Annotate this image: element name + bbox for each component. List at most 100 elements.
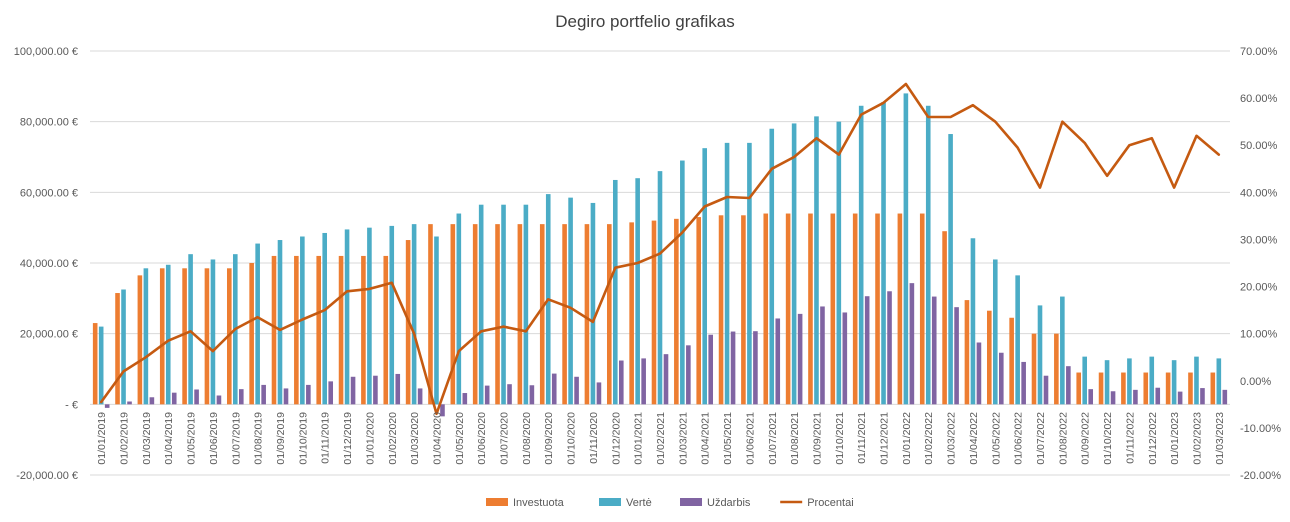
bar-uždarbis <box>976 342 982 405</box>
right-axis-tick-label: -20.00% <box>1240 470 1281 482</box>
x-axis-tick-label: 01/05/2019 <box>186 412 198 465</box>
x-axis-tick-label: 01/08/2020 <box>521 412 533 465</box>
bar-investuota <box>539 224 545 405</box>
bar-investuota <box>629 222 634 405</box>
bar-vertė <box>1082 356 1088 405</box>
x-axis-tick-label: 01/02/2021 <box>655 412 667 465</box>
bar-uždarbis <box>618 360 624 405</box>
x-axis-tick-label: 01/01/2019 <box>96 412 108 465</box>
bar-uždarbis <box>775 318 781 405</box>
bar-investuota <box>92 323 98 405</box>
bar-uždarbis <box>1021 361 1026 405</box>
right-axis-tick-label: -10.00% <box>1240 423 1281 435</box>
bar-investuota <box>964 300 970 405</box>
x-axis-tick-label: 01/09/2020 <box>543 412 555 465</box>
bar-vertė <box>456 213 462 405</box>
bar-uždarbis <box>417 388 423 405</box>
x-axis-tick-label: 01/02/2023 <box>1191 412 1203 465</box>
bar-vertė <box>501 204 506 405</box>
bar-vertė <box>188 254 193 405</box>
x-axis-tick-label: 01/11/2021 <box>856 412 868 464</box>
bar-investuota <box>1121 372 1126 405</box>
bar-investuota <box>763 213 769 405</box>
x-axis-tick-label: 01/09/2019 <box>275 412 287 465</box>
left-axis-tick-label: 40,000.00 € <box>20 258 78 270</box>
bar-investuota <box>271 255 277 405</box>
x-axis-tick-label: 01/01/2022 <box>901 412 913 465</box>
bar-vertė <box>702 148 708 405</box>
bar-uždarbis <box>686 345 691 405</box>
legend-swatch-vertė <box>599 498 621 506</box>
bar-investuota <box>875 213 880 405</box>
bar-investuota <box>718 215 724 405</box>
bar-uždarbis <box>551 373 557 405</box>
bar-investuota <box>159 268 165 405</box>
x-axis-tick-label: 01/01/2020 <box>364 412 376 465</box>
bar-uždarbis <box>462 393 468 405</box>
x-axis-tick-label: 01/06/2020 <box>476 412 488 465</box>
legend-label-vertė: Vertė <box>626 497 652 509</box>
bar-investuota <box>897 213 903 405</box>
bar-uždarbis <box>1155 387 1161 405</box>
bar-investuota <box>428 224 433 405</box>
x-axis-tick-label: 01/03/2019 <box>141 412 153 465</box>
bar-uždarbis <box>797 313 803 405</box>
bar-uždarbis <box>507 384 512 405</box>
x-axis-tick-label: 01/07/2021 <box>767 412 779 465</box>
x-axis-tick-label: 01/10/2021 <box>834 412 846 465</box>
x-axis-tick-label: 01/06/2021 <box>744 412 756 465</box>
bar-vertė <box>970 238 976 405</box>
bar-investuota <box>741 215 746 405</box>
bar-vertė <box>1104 360 1110 405</box>
legend-swatch-investuota <box>486 498 508 506</box>
bar-vertė <box>255 243 260 405</box>
bar-vertė <box>98 326 104 405</box>
left-axis: -20,000.00 € - € 20,000.00 € 40,000.00 € 60,… <box>14 46 78 482</box>
bar-vertė <box>165 264 171 405</box>
bar-vertė <box>858 105 864 405</box>
bar-uždarbis <box>104 404 110 408</box>
bar-investuota <box>1076 372 1082 405</box>
bar-uždarbis <box>194 389 199 405</box>
x-axis-tick-label: 01/10/2022 <box>1102 412 1114 465</box>
x-axis-tick-label: 01/11/2019 <box>320 412 332 464</box>
bar-investuota <box>361 255 366 405</box>
x-axis-tick-label: 01/02/2020 <box>387 412 399 465</box>
bar-uždarbis <box>663 354 669 405</box>
bar-investuota <box>674 218 679 405</box>
left-axis-tick-label: 100,000.00 € <box>14 46 78 58</box>
bar-investuota <box>338 255 344 405</box>
bar-investuota <box>1210 372 1216 405</box>
x-axis-tick-label: 01/04/2022 <box>968 412 980 465</box>
bar-uždarbis <box>127 401 132 405</box>
bar-investuota <box>942 231 947 405</box>
bar-vertė <box>277 240 283 405</box>
bar-investuota <box>495 224 500 405</box>
x-axis-tick-label: 01/02/2022 <box>923 412 935 465</box>
bar-vertė <box>925 105 931 405</box>
x-axis-tick-label: 01/05/2021 <box>722 412 734 465</box>
x-axis-tick-label: 01/08/2022 <box>1057 412 1069 465</box>
bar-vertė <box>1015 275 1020 405</box>
bar-investuota <box>584 224 590 405</box>
bar-vertė <box>1194 356 1199 405</box>
bar-investuota <box>472 224 478 405</box>
bar-investuota <box>115 293 120 405</box>
x-axis-tick-label: 01/09/2021 <box>811 412 823 465</box>
x-axis-tick-label: 01/04/2019 <box>163 412 175 465</box>
bar-uždarbis <box>596 382 602 405</box>
bar-vertė <box>1149 356 1155 405</box>
x-axis-tick-label: 01/12/2021 <box>879 412 891 465</box>
bar-uždarbis <box>1043 375 1049 405</box>
bar-investuota <box>1031 333 1037 405</box>
bar-investuota <box>919 213 925 405</box>
x-axis-tick-label: 01/07/2020 <box>499 412 511 465</box>
right-axis-tick-label: 70.00% <box>1240 46 1278 58</box>
bar-vertė <box>881 102 886 405</box>
bar-investuota <box>1009 317 1014 405</box>
bar-investuota <box>204 268 210 405</box>
chart-title: Degiro portfelio grafikas <box>555 12 735 31</box>
bar-vertė <box>121 289 126 405</box>
bar-vertė <box>210 259 216 405</box>
